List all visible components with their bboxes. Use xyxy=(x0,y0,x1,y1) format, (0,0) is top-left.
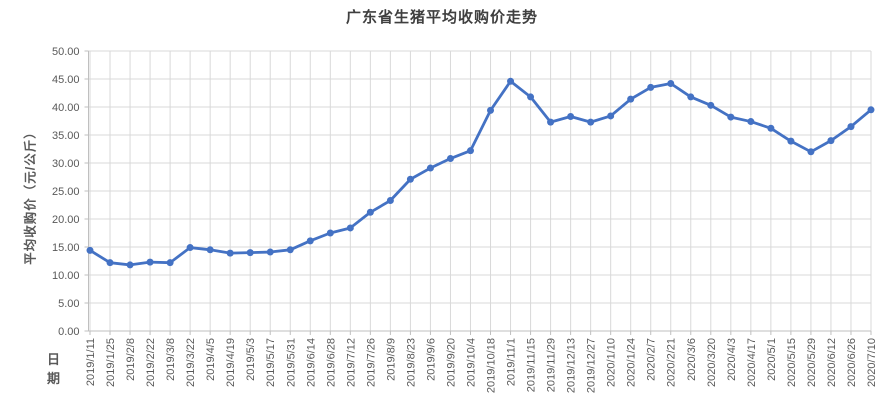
data-point-marker xyxy=(647,83,655,91)
y-tick-label: 45.00 xyxy=(52,74,80,86)
x-tick-label: 2019/12/13 xyxy=(566,338,578,393)
x-tick-label: 2020/1/10 xyxy=(606,338,618,387)
x-tick-label: 2019/10/18 xyxy=(486,338,498,393)
data-point-marker xyxy=(446,155,454,163)
data-point-marker xyxy=(787,137,795,145)
x-tick-label: 2019/5/17 xyxy=(265,338,277,387)
x-tick-label: 2019/3/8 xyxy=(165,338,177,381)
y-tick-label: 10.00 xyxy=(52,270,80,282)
x-tick-label: 2020/4/3 xyxy=(726,338,738,381)
data-point-marker xyxy=(707,101,715,109)
x-tick-label: 2020/6/26 xyxy=(846,338,858,387)
y-tick-label: 25.00 xyxy=(52,186,80,198)
data-point-marker xyxy=(206,246,214,254)
x-tick-label: 2020/3/6 xyxy=(686,338,698,381)
x-tick-label: 2020/1/24 xyxy=(626,338,638,387)
x-tick-label: 2019/11/1 xyxy=(506,338,518,386)
x-tick-label: 2019/10/4 xyxy=(465,338,477,387)
x-tick-label: 2019/8/23 xyxy=(405,338,417,387)
x-tick-label: 2019/5/31 xyxy=(285,338,297,387)
data-point-marker xyxy=(366,208,374,216)
price-line xyxy=(88,79,873,267)
x-tick-label: 2020/7/10 xyxy=(866,338,878,387)
data-point-marker xyxy=(306,237,314,245)
data-point-marker xyxy=(667,79,675,87)
data-point-marker xyxy=(106,259,114,267)
x-tick-label: 2020/5/29 xyxy=(806,338,818,387)
data-point-marker xyxy=(607,112,615,120)
data-point-marker xyxy=(827,137,835,145)
x-tick-label: 2019/9/6 xyxy=(425,338,437,381)
x-tick-label: 2019/7/12 xyxy=(345,338,357,387)
x-tick-label: 2020/4/17 xyxy=(746,338,758,387)
y-tick-label: 40.00 xyxy=(52,102,80,114)
data-point-marker xyxy=(507,77,515,85)
x-tick-label: 2019/1/25 xyxy=(105,338,117,387)
data-point-marker xyxy=(847,123,855,131)
data-point-marker xyxy=(587,118,595,126)
y-tick-label: 50.00 xyxy=(52,46,80,58)
data-point-marker xyxy=(487,106,495,114)
data-point-marker xyxy=(246,249,254,257)
x-tick-label: 2020/2/21 xyxy=(666,338,678,387)
x-tick-label: 2019/2/8 xyxy=(125,338,137,381)
data-point-marker xyxy=(627,95,635,103)
x-tick-label: 2019/2/22 xyxy=(145,338,157,387)
x-axis-title: 日期 xyxy=(46,352,60,386)
data-point-marker xyxy=(767,124,775,132)
data-point-marker xyxy=(386,197,394,205)
y-tick-label: 35.00 xyxy=(52,130,80,142)
x-tick-label: 2019/4/19 xyxy=(225,338,237,387)
data-point-marker xyxy=(466,147,474,155)
data-point-marker xyxy=(687,93,695,101)
x-tick-label: 2020/2/7 xyxy=(646,338,658,381)
data-point-marker xyxy=(286,246,294,254)
data-point-marker xyxy=(266,248,274,256)
x-tick-label: 2019/12/27 xyxy=(586,338,598,393)
data-point-marker xyxy=(747,118,755,126)
x-tick-label: 2020/5/1 xyxy=(766,338,778,381)
data-point-marker xyxy=(346,224,354,232)
x-tick-label: 2019/11/29 xyxy=(546,338,558,392)
y-tick-label: 20.00 xyxy=(52,214,80,226)
y-tick-label: 0.00 xyxy=(58,326,79,338)
x-tick-label: 2020/6/12 xyxy=(826,338,838,387)
x-tick-label: 2019/4/5 xyxy=(205,338,217,381)
data-point-marker xyxy=(186,244,194,252)
x-tick-label: 2019/5/3 xyxy=(245,338,257,381)
data-point-marker xyxy=(547,118,555,126)
x-tick-label: 2019/1/11 xyxy=(85,338,97,386)
data-point-marker xyxy=(126,261,134,269)
y-tick-label: 5.00 xyxy=(58,298,79,310)
chart-title: 广东省生猪平均收购价走势 xyxy=(345,9,538,26)
data-point-marker xyxy=(326,229,334,237)
x-tick-label: 2019/6/14 xyxy=(305,338,317,387)
data-point-marker xyxy=(166,259,174,267)
data-point-marker xyxy=(406,175,414,183)
x-tick-label: 2019/8/9 xyxy=(385,338,397,381)
x-tick-label: 2019/6/28 xyxy=(325,338,337,387)
data-point-marker xyxy=(86,246,94,254)
y-tick-label: 15.00 xyxy=(52,242,80,254)
data-point-marker xyxy=(807,148,815,156)
data-point-marker xyxy=(867,106,875,114)
data-point-marker xyxy=(527,93,535,101)
data-point-marker xyxy=(226,249,234,257)
x-tick-label: 2020/5/15 xyxy=(786,338,798,387)
x-tick-label: 2020/3/20 xyxy=(706,338,718,387)
y-tick-label: 30.00 xyxy=(52,158,80,170)
x-tick-label: 2019/9/20 xyxy=(445,338,457,387)
x-tick-label: 2019/11/15 xyxy=(526,338,538,392)
data-point-marker xyxy=(426,164,434,172)
x-tick-label: 2019/7/26 xyxy=(365,338,377,387)
data-point-marker xyxy=(567,113,575,121)
data-point-marker xyxy=(146,258,154,266)
x-tick-label: 2019/3/22 xyxy=(185,338,197,387)
data-point-marker xyxy=(727,113,735,121)
